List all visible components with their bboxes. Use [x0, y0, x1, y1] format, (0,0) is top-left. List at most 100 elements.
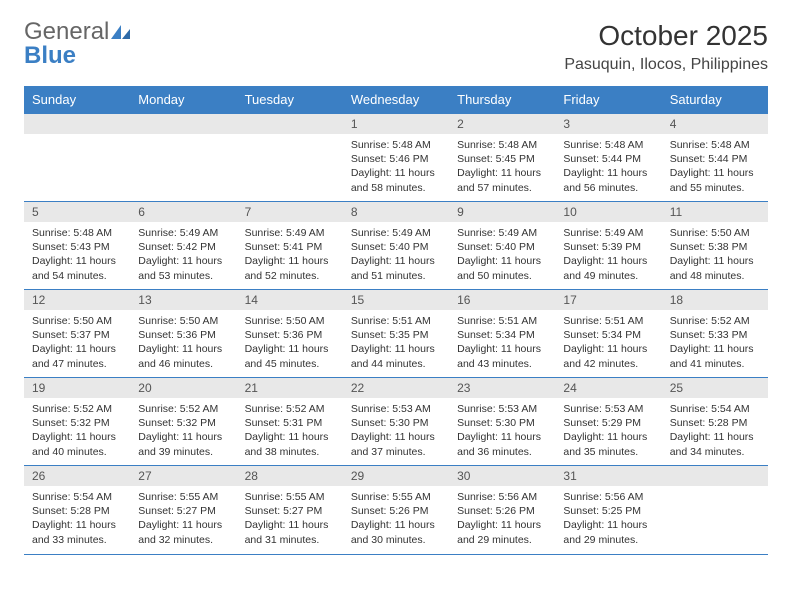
day-number: 28: [237, 466, 343, 486]
calendar-day-cell: 11Sunrise: 5:50 AMSunset: 5:38 PMDayligh…: [662, 202, 768, 290]
day-info-empty: [130, 134, 236, 184]
calendar-day-cell: 5Sunrise: 5:48 AMSunset: 5:43 PMDaylight…: [24, 202, 130, 290]
weekday-header: Sunday: [24, 86, 130, 114]
day-number: 24: [555, 378, 661, 398]
sunset-text: Sunset: 5:30 PM: [457, 416, 547, 430]
daylight-text: Daylight: 11 hours and 48 minutes.: [670, 254, 760, 282]
sunset-text: Sunset: 5:30 PM: [351, 416, 441, 430]
day-info: Sunrise: 5:52 AMSunset: 5:31 PMDaylight:…: [237, 398, 343, 465]
day-info: Sunrise: 5:52 AMSunset: 5:32 PMDaylight:…: [130, 398, 236, 465]
footer-divider: [24, 554, 768, 555]
daylight-text: Daylight: 11 hours and 46 minutes.: [138, 342, 228, 370]
daylight-text: Daylight: 11 hours and 45 minutes.: [245, 342, 335, 370]
calendar-day-cell: 17Sunrise: 5:51 AMSunset: 5:34 PMDayligh…: [555, 290, 661, 378]
sunset-text: Sunset: 5:26 PM: [351, 504, 441, 518]
sunset-text: Sunset: 5:31 PM: [245, 416, 335, 430]
daylight-text: Daylight: 11 hours and 39 minutes.: [138, 430, 228, 458]
daylight-text: Daylight: 11 hours and 40 minutes.: [32, 430, 122, 458]
day-number: 16: [449, 290, 555, 310]
daylight-text: Daylight: 11 hours and 47 minutes.: [32, 342, 122, 370]
sunset-text: Sunset: 5:38 PM: [670, 240, 760, 254]
daylight-text: Daylight: 11 hours and 49 minutes.: [563, 254, 653, 282]
day-number: 8: [343, 202, 449, 222]
day-number: 10: [555, 202, 661, 222]
sunset-text: Sunset: 5:33 PM: [670, 328, 760, 342]
day-number: 4: [662, 114, 768, 134]
calendar-day-cell: 9Sunrise: 5:49 AMSunset: 5:40 PMDaylight…: [449, 202, 555, 290]
calendar-day-cell: 19Sunrise: 5:52 AMSunset: 5:32 PMDayligh…: [24, 378, 130, 466]
sunset-text: Sunset: 5:27 PM: [245, 504, 335, 518]
sunset-text: Sunset: 5:36 PM: [245, 328, 335, 342]
day-number: 27: [130, 466, 236, 486]
day-number: 19: [24, 378, 130, 398]
day-number: 23: [449, 378, 555, 398]
daylight-text: Daylight: 11 hours and 57 minutes.: [457, 166, 547, 194]
sunset-text: Sunset: 5:26 PM: [457, 504, 547, 518]
sunrise-text: Sunrise: 5:49 AM: [245, 226, 335, 240]
sunrise-text: Sunrise: 5:53 AM: [457, 402, 547, 416]
day-number: 5: [24, 202, 130, 222]
sunrise-text: Sunrise: 5:52 AM: [245, 402, 335, 416]
sunset-text: Sunset: 5:39 PM: [563, 240, 653, 254]
calendar-day-cell: 6Sunrise: 5:49 AMSunset: 5:42 PMDaylight…: [130, 202, 236, 290]
calendar-day-cell: 12Sunrise: 5:50 AMSunset: 5:37 PMDayligh…: [24, 290, 130, 378]
weekday-header: Friday: [555, 86, 661, 114]
daylight-text: Daylight: 11 hours and 42 minutes.: [563, 342, 653, 370]
calendar-day-cell: 30Sunrise: 5:56 AMSunset: 5:26 PMDayligh…: [449, 466, 555, 554]
daylight-text: Daylight: 11 hours and 54 minutes.: [32, 254, 122, 282]
calendar-week-row: 26Sunrise: 5:54 AMSunset: 5:28 PMDayligh…: [24, 466, 768, 554]
day-info: Sunrise: 5:49 AMSunset: 5:42 PMDaylight:…: [130, 222, 236, 289]
sunrise-text: Sunrise: 5:56 AM: [457, 490, 547, 504]
calendar-day-cell: 29Sunrise: 5:55 AMSunset: 5:26 PMDayligh…: [343, 466, 449, 554]
calendar-body: 1 Sunrise: 5:48 AM Sunset: 5:46 PM Daylight…: [24, 114, 768, 554]
sunset-text: Sunset: 5:44 PM: [563, 152, 653, 166]
calendar-day-cell: 7Sunrise: 5:49 AMSunset: 5:41 PMDaylight…: [237, 202, 343, 290]
sunset-text: Sunset: 5:27 PM: [138, 504, 228, 518]
daylight-text: Daylight: 11 hours and 50 minutes.: [457, 254, 547, 282]
day-number: 25: [662, 378, 768, 398]
calendar-day-cell: 31Sunrise: 5:56 AMSunset: 5:25 PMDayligh…: [555, 466, 661, 554]
daylight-text: Daylight: 11 hours and 33 minutes.: [32, 518, 122, 546]
calendar-day-cell: 13Sunrise: 5:50 AMSunset: 5:36 PMDayligh…: [130, 290, 236, 378]
day-number-empty: [662, 466, 768, 486]
sunrise-text: Sunrise: 5:48 AM: [32, 226, 122, 240]
day-info: Sunrise: 5:54 AMSunset: 5:28 PMDaylight:…: [662, 398, 768, 465]
calendar-week-row: 5Sunrise: 5:48 AMSunset: 5:43 PMDaylight…: [24, 202, 768, 290]
sunrise-text: Sunrise: 5:50 AM: [245, 314, 335, 328]
day-info: Sunrise: 5:49 AMSunset: 5:40 PMDaylight:…: [343, 222, 449, 289]
logo-text-general: General: [24, 20, 109, 44]
sunset-text: Sunset: 5:40 PM: [457, 240, 547, 254]
sunset-text: Sunset: 5:46 PM: [351, 152, 441, 166]
weekday-header: Tuesday: [237, 86, 343, 114]
calendar-day-cell: 18Sunrise: 5:52 AMSunset: 5:33 PMDayligh…: [662, 290, 768, 378]
day-number: 30: [449, 466, 555, 486]
sunrise-text: Sunrise: 5:49 AM: [138, 226, 228, 240]
calendar-day-cell: 26Sunrise: 5:54 AMSunset: 5:28 PMDayligh…: [24, 466, 130, 554]
day-info: Sunrise: 5:49 AMSunset: 5:40 PMDaylight:…: [449, 222, 555, 289]
calendar-day-cell: 14Sunrise: 5:50 AMSunset: 5:36 PMDayligh…: [237, 290, 343, 378]
sunrise-text: Sunrise: 5:54 AM: [670, 402, 760, 416]
day-number: 26: [24, 466, 130, 486]
daylight-text: Daylight: 11 hours and 56 minutes.: [563, 166, 653, 194]
daylight-text: Daylight: 11 hours and 37 minutes.: [351, 430, 441, 458]
calendar-day-cell: 22Sunrise: 5:53 AMSunset: 5:30 PMDayligh…: [343, 378, 449, 466]
sunset-text: Sunset: 5:41 PM: [245, 240, 335, 254]
daylight-text: Daylight: 11 hours and 34 minutes.: [670, 430, 760, 458]
day-number-empty: [130, 114, 236, 134]
logo-text-blue: Blue: [24, 44, 135, 68]
sunrise-text: Sunrise: 5:53 AM: [563, 402, 653, 416]
daylight-text: Daylight: 11 hours and 43 minutes.: [457, 342, 547, 370]
day-number: 7: [237, 202, 343, 222]
day-info: Sunrise: 5:52 AMSunset: 5:33 PMDaylight:…: [662, 310, 768, 377]
calendar-day-cell: 10Sunrise: 5:49 AMSunset: 5:39 PMDayligh…: [555, 202, 661, 290]
calendar-day-cell: 16Sunrise: 5:51 AMSunset: 5:34 PMDayligh…: [449, 290, 555, 378]
logo: GeneralBlue: [24, 20, 135, 68]
sunrise-text: Sunrise: 5:49 AM: [351, 226, 441, 240]
daylight-text: Daylight: 11 hours and 32 minutes.: [138, 518, 228, 546]
calendar-day-cell: 8Sunrise: 5:49 AMSunset: 5:40 PMDaylight…: [343, 202, 449, 290]
sunrise-text: Sunrise: 5:51 AM: [457, 314, 547, 328]
day-number: 31: [555, 466, 661, 486]
day-info: Sunrise: 5:52 AMSunset: 5:32 PMDaylight:…: [24, 398, 130, 465]
day-number: 1: [343, 114, 449, 134]
daylight-text: Daylight: 11 hours and 41 minutes.: [670, 342, 760, 370]
